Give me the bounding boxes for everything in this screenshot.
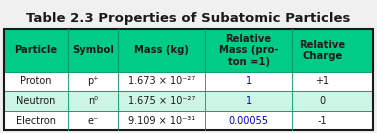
Text: 0.00055: 0.00055	[228, 116, 268, 126]
Text: e⁻: e⁻	[88, 116, 99, 126]
Text: Relative
Charge: Relative Charge	[299, 40, 345, 61]
Text: Neutron: Neutron	[17, 96, 56, 106]
Bar	[4, 111, 373, 130]
Bar	[4, 29, 373, 72]
Text: n⁰: n⁰	[88, 96, 98, 106]
Text: Proton: Proton	[20, 76, 52, 86]
Text: Electron: Electron	[16, 116, 56, 126]
Text: -1: -1	[317, 116, 327, 126]
Text: Table 2.3 Properties of Subatomic Particles: Table 2.3 Properties of Subatomic Partic…	[26, 12, 351, 25]
Bar	[4, 29, 373, 130]
Bar	[4, 91, 373, 111]
Text: 1: 1	[245, 96, 251, 106]
Text: 1: 1	[245, 76, 251, 86]
Text: Mass (kg): Mass (kg)	[134, 45, 189, 55]
Text: Relative
Mass (pro-
ton =1): Relative Mass (pro- ton =1)	[219, 34, 278, 67]
Text: p⁺: p⁺	[87, 76, 99, 86]
Bar	[4, 72, 373, 91]
Text: 1.673 × 10⁻²⁷: 1.673 × 10⁻²⁷	[128, 76, 195, 86]
Text: Symbol: Symbol	[72, 45, 114, 55]
Text: 0: 0	[319, 96, 325, 106]
Text: Particle: Particle	[15, 45, 58, 55]
Text: 1.675 × 10⁻²⁷: 1.675 × 10⁻²⁷	[128, 96, 195, 106]
Text: +1: +1	[316, 76, 329, 86]
Text: 9.109 × 10⁻³¹: 9.109 × 10⁻³¹	[128, 116, 195, 126]
